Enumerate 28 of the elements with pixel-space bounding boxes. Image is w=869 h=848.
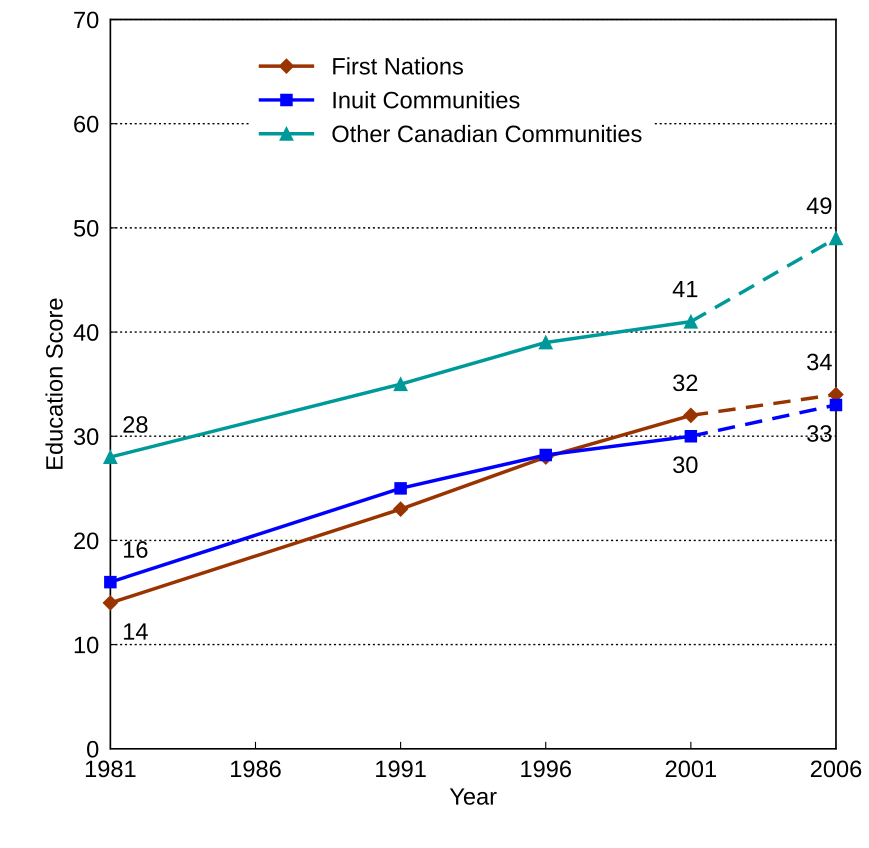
legend-label: Inuit Communities xyxy=(333,91,520,108)
data-label: 33 xyxy=(807,425,832,442)
x-axis-title: Year xyxy=(450,788,497,805)
data-label: 49 xyxy=(806,197,832,214)
y-tick-label: 60 xyxy=(74,116,98,132)
y-tick-label: 40 xyxy=(74,324,98,341)
x-tick-label: 2006 xyxy=(810,760,862,778)
data-label: 28 xyxy=(123,416,148,433)
x-tick-label: 1996 xyxy=(521,760,571,778)
x-tick-label: 1991 xyxy=(376,760,426,778)
data-label: 34 xyxy=(807,354,832,370)
y-tick-label: 20 xyxy=(74,532,98,550)
data-label: 14 xyxy=(124,623,148,640)
data-label: 30 xyxy=(673,456,698,474)
legend-label: Other Canadian Communities xyxy=(332,124,642,142)
data-label: 16 xyxy=(124,541,148,558)
legend-label: First Nations xyxy=(333,57,463,75)
y-tick-label: 50 xyxy=(74,220,98,237)
x-tick-label: 2001 xyxy=(666,760,716,778)
y-tick-label: 10 xyxy=(74,636,98,654)
y-tick-label: 0 xyxy=(87,740,98,758)
y-axis-title: Education Score xyxy=(45,298,63,469)
x-tick-label: 1986 xyxy=(231,760,281,778)
data-label: 32 xyxy=(673,374,698,392)
y-tick-label: 30 xyxy=(74,428,98,446)
data-label: 41 xyxy=(672,280,698,298)
y-tick-label: 70 xyxy=(74,12,98,28)
x-tick-label: 1981 xyxy=(86,760,136,778)
